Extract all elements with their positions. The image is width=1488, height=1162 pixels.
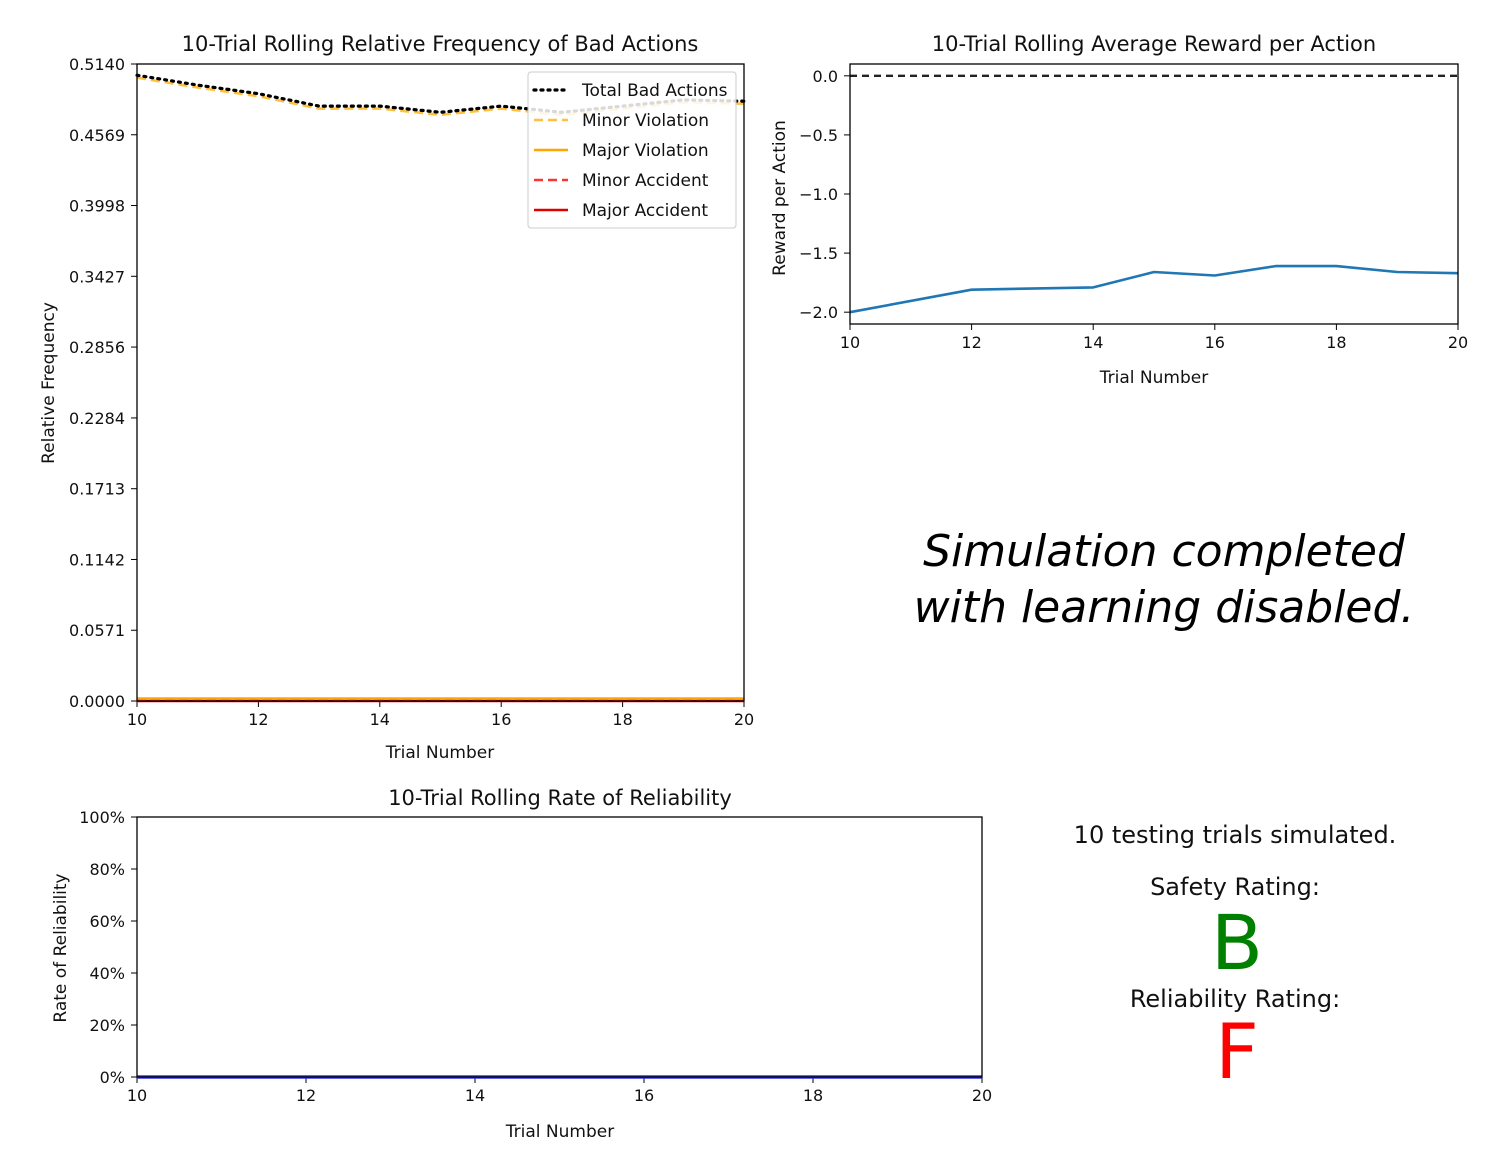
- status-line-1: Simulation completed: [923, 526, 1406, 577]
- y-tick-label: 0.1142: [69, 550, 125, 569]
- y-tick-label: 0%: [100, 1068, 125, 1087]
- x-tick-label: 20: [1448, 333, 1468, 352]
- x-axis-label: Trial Number: [505, 1122, 614, 1142]
- x-tick-label: 12: [248, 710, 268, 729]
- y-tick-label: 0.3427: [69, 267, 125, 286]
- reliability-rating-label: Reliability Rating:: [1130, 985, 1340, 1013]
- plot-frame: [136, 63, 745, 702]
- legend-box: [527, 71, 737, 229]
- x-tick-label: 18: [1326, 333, 1346, 352]
- x-tick-label: 16: [1205, 333, 1225, 352]
- y-tick-label: −1.0: [799, 185, 838, 204]
- x-tick-label: 16: [634, 1086, 654, 1105]
- series-line: [849, 264, 1459, 314]
- y-tick-label: 80%: [89, 860, 125, 879]
- safety-rating-grade: B: [1211, 898, 1263, 987]
- chart-title: 10-Trial Rolling Average Reward per Acti…: [932, 32, 1376, 56]
- y-tick-label: −1.5: [799, 244, 838, 263]
- x-tick-label: 10: [127, 1086, 147, 1105]
- legend-label: Minor Violation: [582, 111, 709, 131]
- plot-frame: [136, 816, 983, 1078]
- legend-label: Major Accident: [582, 201, 708, 221]
- y-axis-label: Reward per Action: [770, 120, 790, 276]
- x-axis-label: Trial Number: [385, 743, 494, 763]
- y-tick-label: 0.0000: [69, 692, 125, 711]
- x-tick-label: 14: [370, 710, 390, 729]
- y-tick-label: 40%: [89, 964, 125, 983]
- axis-ticks: 10 12 14 16 18 20 0% 20% 40% 60% 80% 100%: [79, 808, 992, 1105]
- x-tick-label: 20: [734, 710, 754, 729]
- legend-label: Total Bad Actions: [581, 81, 728, 101]
- x-tick-label: 14: [1083, 333, 1103, 352]
- y-tick-label: −0.5: [799, 126, 838, 145]
- chart-title: 10-Trial Rolling Relative Frequency of B…: [182, 32, 699, 56]
- y-tick-label: 0.0571: [69, 621, 125, 640]
- y-tick-label: 100%: [79, 808, 125, 827]
- legend: Total Bad Actions Minor Violation Major Vi…: [527, 71, 737, 229]
- y-tick-label: 0.2856: [69, 338, 125, 357]
- x-tick-label: 18: [612, 710, 632, 729]
- legend-label: Major Violation: [582, 141, 709, 161]
- y-axis-label: Relative Frequency: [39, 302, 59, 464]
- chart-title: 10-Trial Rolling Rate of Reliability: [388, 786, 732, 810]
- plot-frame: [849, 63, 1459, 325]
- x-tick-label: 18: [803, 1086, 823, 1105]
- reliability-rating-grade: F: [1215, 1007, 1259, 1096]
- y-tick-label: 20%: [89, 1016, 125, 1035]
- reward-chart: 10-Trial Rolling Average Reward per Acti…: [770, 32, 1468, 388]
- y-tick-label: 0.2284: [69, 409, 125, 428]
- x-axis-label: Trial Number: [1099, 368, 1208, 388]
- bad-actions-chart: 10-Trial Rolling Relative Frequency of B…: [39, 32, 754, 763]
- axis-ticks: 10 12 14 16 18 20 0.0 −0.5 −1.0 −1.5 −2.0: [799, 67, 1468, 352]
- trials-summary: 10 testing trials simulated.: [1074, 821, 1397, 849]
- y-tick-label: 0.3998: [69, 197, 125, 216]
- x-tick-label: 16: [491, 710, 511, 729]
- y-tick-label: 60%: [89, 912, 125, 931]
- y-tick-label: 0.0: [813, 67, 838, 86]
- axis-ticks: 10 12 14 16 18 20 0.0000 0.0571 0.1142 0.1713 0.22…: [69, 55, 754, 729]
- reliability-chart: 10-Trial Rolling Rate of Reliability Tri…: [51, 786, 992, 1142]
- y-tick-label: −2.0: [799, 303, 838, 322]
- y-axis-label: Rate of Reliability: [51, 873, 71, 1022]
- x-tick-label: 12: [961, 333, 981, 352]
- y-tick-label: 0.4569: [69, 126, 125, 145]
- y-tick-label: 0.1713: [69, 480, 125, 499]
- x-tick-label: 14: [465, 1086, 485, 1105]
- y-tick-label: 0.5140: [69, 55, 125, 74]
- x-tick-label: 12: [296, 1086, 316, 1105]
- x-tick-label: 10: [127, 710, 147, 729]
- x-tick-label: 20: [972, 1086, 992, 1105]
- x-tick-label: 10: [840, 333, 860, 352]
- series-lines: [849, 74, 1459, 314]
- legend-label: Minor Accident: [582, 171, 709, 191]
- status-line-2: with learning disabled.: [914, 582, 1415, 633]
- safety-rating-label: Safety Rating:: [1150, 873, 1320, 901]
